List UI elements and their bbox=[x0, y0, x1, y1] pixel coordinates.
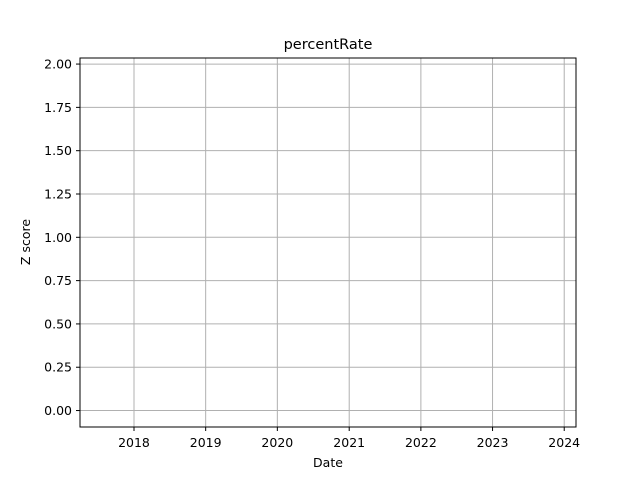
x-tick-label: 2018 bbox=[118, 435, 150, 450]
x-axis-ticks: 2018 2019 2020 2021 2022 2023 2024 bbox=[118, 427, 580, 450]
y-tick-label: 0.25 bbox=[44, 360, 72, 375]
y-axis-ticks: 0.00 0.25 0.50 0.75 1.00 1.25 1.50 1.75 2.00 bbox=[44, 57, 80, 418]
grid-lines bbox=[80, 58, 576, 427]
x-tick-label: 2021 bbox=[333, 435, 365, 450]
y-tick-label: 1.25 bbox=[44, 186, 72, 201]
y-tick-label: 1.50 bbox=[44, 143, 72, 158]
plot-area bbox=[80, 58, 576, 427]
x-tick-label: 2023 bbox=[477, 435, 509, 450]
y-axis-label: Z score bbox=[18, 219, 33, 265]
y-tick-label: 1.00 bbox=[44, 230, 72, 245]
x-axis-label: Date bbox=[313, 455, 343, 470]
x-tick-label: 2022 bbox=[405, 435, 437, 450]
x-tick-label: 2019 bbox=[190, 435, 222, 450]
x-tick-label: 2020 bbox=[261, 435, 293, 450]
y-tick-label: 1.75 bbox=[44, 100, 72, 115]
y-tick-label: 2.00 bbox=[44, 57, 72, 72]
chart-title: percentRate bbox=[284, 37, 373, 53]
x-tick-label: 2024 bbox=[548, 435, 580, 450]
y-tick-label: 0.00 bbox=[44, 403, 72, 418]
y-tick-label: 0.75 bbox=[44, 273, 72, 288]
y-tick-label: 0.50 bbox=[44, 316, 72, 331]
plot-frame bbox=[79, 57, 577, 428]
